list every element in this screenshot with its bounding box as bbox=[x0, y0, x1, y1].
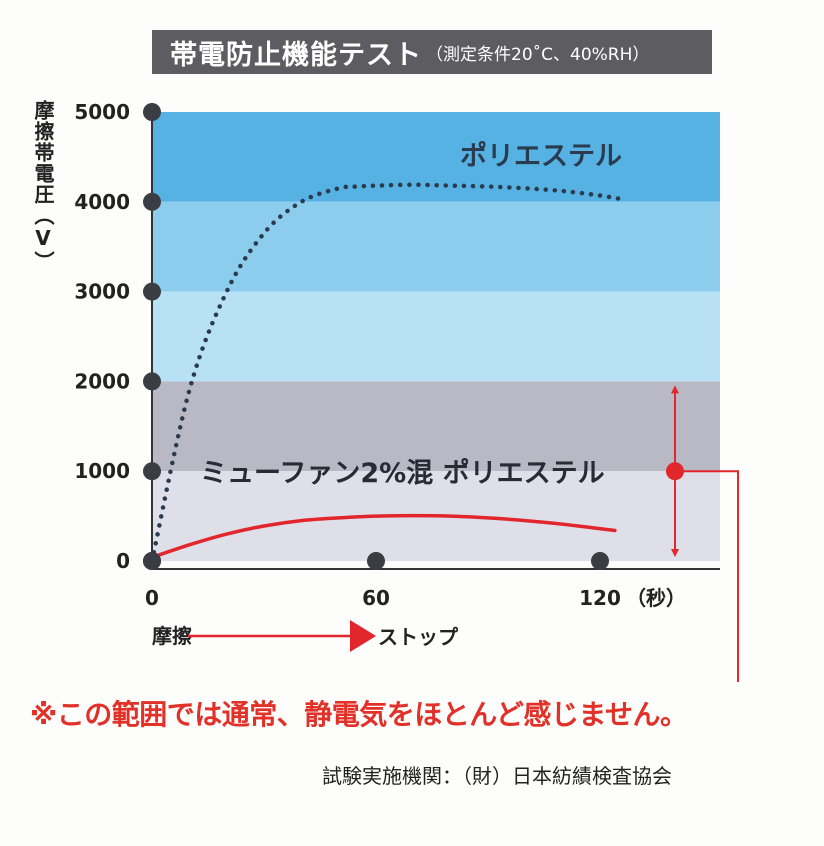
y-tick-dot-3 bbox=[143, 282, 161, 301]
rub-arrow-head bbox=[350, 620, 376, 652]
chart-title: 帯電防止機能テスト bbox=[170, 39, 422, 71]
annotations: 摩擦 ストップ bbox=[152, 385, 739, 682]
x-unit-label: （秒） bbox=[626, 586, 686, 610]
x-tick-label-2: 120 bbox=[579, 586, 621, 610]
rub-start-label: 摩擦 bbox=[152, 624, 192, 648]
origin-dot bbox=[143, 552, 161, 570]
series-label-0: ポリエステル bbox=[460, 141, 622, 172]
y-tick-dot-4 bbox=[143, 192, 161, 211]
series-line-0 bbox=[149, 182, 629, 564]
band-0 bbox=[152, 112, 720, 202]
background-bands bbox=[152, 112, 720, 561]
y-tick-dot-1 bbox=[143, 462, 161, 481]
x-tick-dot-1 bbox=[367, 552, 385, 570]
y-tick-label-4: 4000 bbox=[74, 190, 130, 214]
y-tick-label-2: 2000 bbox=[74, 369, 130, 393]
x-tick-dot-2 bbox=[591, 552, 609, 570]
title-bar: 帯電防止機能テスト （測定条件20˚C、40%RH） bbox=[152, 30, 712, 74]
y-tick-label-3: 3000 bbox=[74, 280, 130, 304]
y-tick-label-1: 1000 bbox=[74, 459, 130, 483]
series-line-1 bbox=[150, 513, 617, 560]
y-axis-label: 摩擦帯電圧（V） bbox=[31, 100, 55, 272]
y-tick-dot-2 bbox=[143, 372, 161, 391]
x-tick-label-1: 60 bbox=[362, 586, 390, 610]
band-3 bbox=[152, 381, 720, 472]
note-connector bbox=[675, 470, 739, 682]
x-tick-label-0: 0 bbox=[145, 586, 159, 610]
band-1 bbox=[152, 201, 720, 292]
chart-condition: （測定条件20˚C、40%RH） bbox=[426, 44, 650, 65]
series-label-1: ミューファン2%混 ポリエステル bbox=[200, 458, 605, 489]
band-2 bbox=[152, 291, 720, 382]
range-note: ※この範囲では通常、静電気をほとんど感じません。 bbox=[30, 698, 688, 731]
y-tick-label-5: 5000 bbox=[74, 100, 130, 124]
source-credit: 試験実施機関：（財）日本紡績検査協会 bbox=[322, 764, 672, 788]
rub-stop-label: ストップ bbox=[378, 625, 459, 649]
y-tick-dot-5 bbox=[143, 103, 161, 121]
y-tick-label-0: 0 bbox=[116, 549, 130, 573]
range-marker-dot bbox=[666, 462, 684, 481]
